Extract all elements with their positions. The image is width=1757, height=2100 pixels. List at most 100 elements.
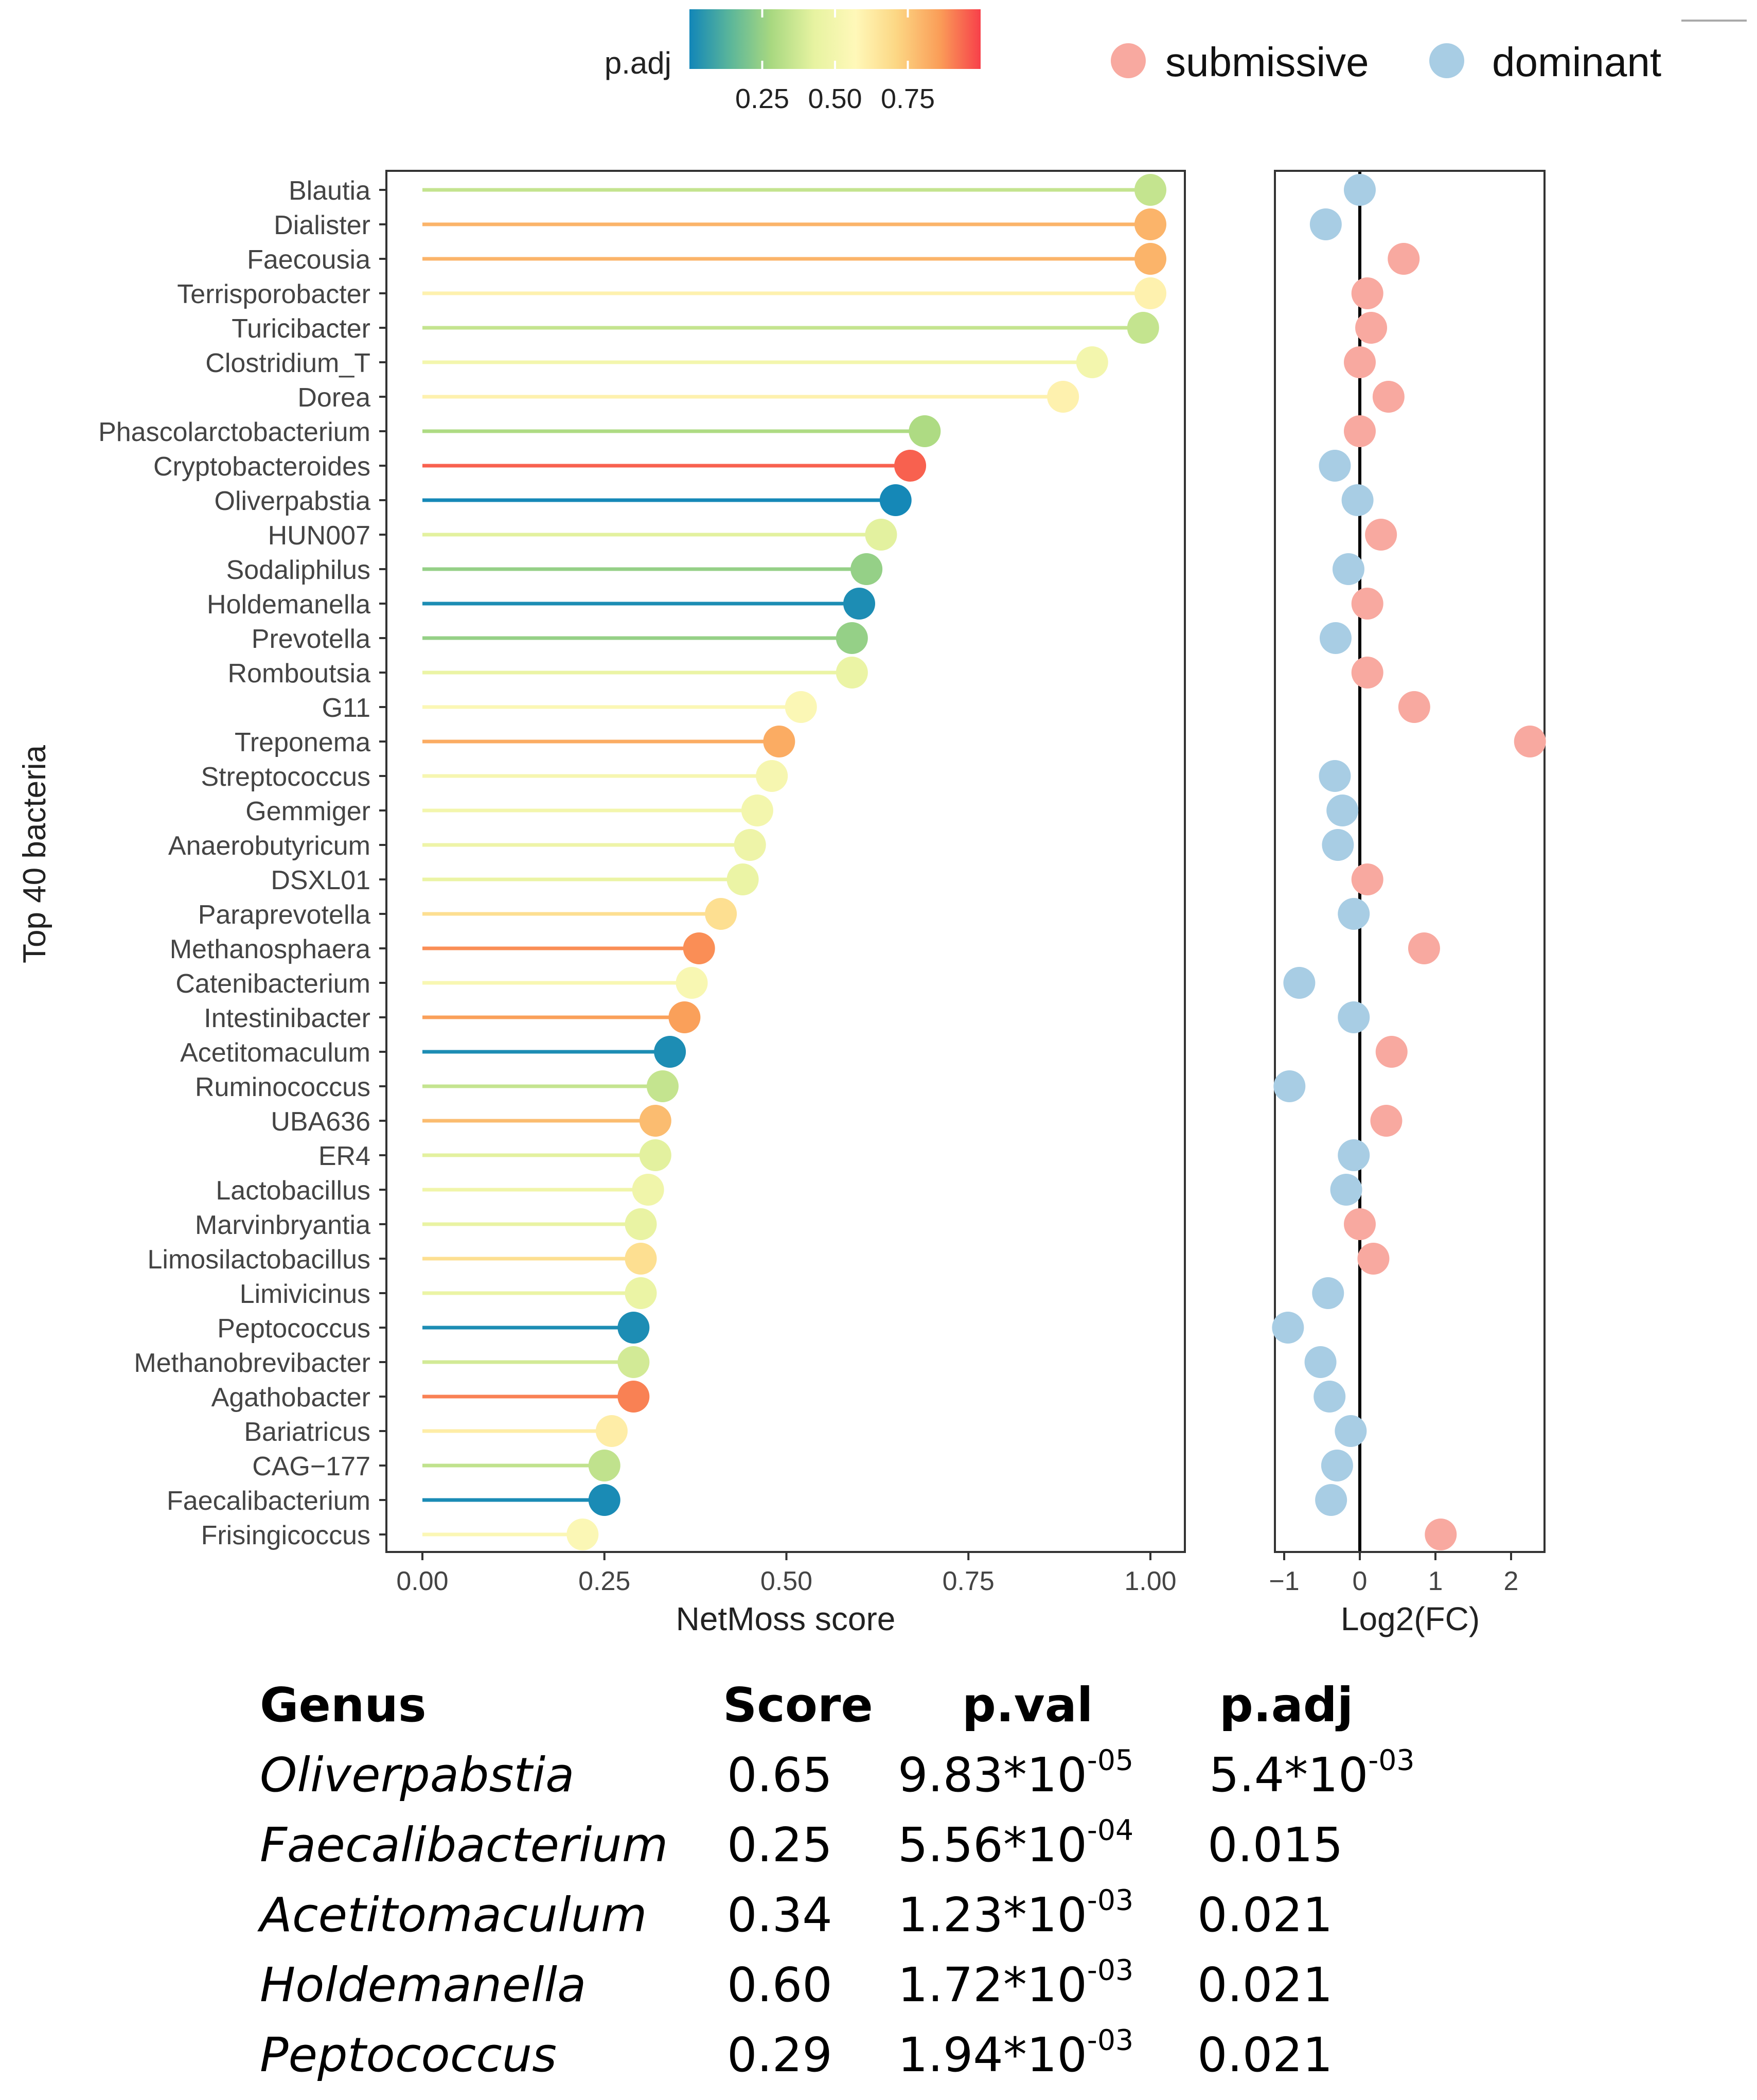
log2fc-point — [1309, 208, 1342, 240]
lollipop-point — [1047, 381, 1079, 413]
lollipop-point — [632, 1174, 664, 1206]
lollipop-point — [836, 657, 868, 689]
genus-label: Clostridium_T — [205, 348, 370, 378]
log2fc-point — [1312, 1277, 1344, 1309]
genus-label: Agathobacter — [211, 1383, 370, 1413]
lollipop-point — [625, 1243, 657, 1275]
genus-label: Anaerobutyricum — [168, 831, 370, 861]
padj-colorbar — [689, 9, 981, 69]
lollipop-point — [639, 1139, 671, 1171]
genus-label: Catenibacterium — [175, 969, 370, 999]
log2fc-point — [1344, 1208, 1376, 1240]
x-tick-label: 0.00 — [396, 1566, 448, 1596]
log2fc-point — [1370, 1105, 1403, 1137]
log2fc-point — [1372, 381, 1405, 413]
log2fc-point — [1273, 1070, 1306, 1102]
log2fc-point — [1304, 1346, 1337, 1378]
lollipop-point — [879, 484, 912, 516]
genus-label: Cryptobacteroides — [153, 452, 370, 482]
cell-pval: 1.72*10-03 — [898, 1954, 1134, 2013]
table-row: Acetitomaculum 0.34 1.23*10-03 0.021 — [260, 1884, 1443, 1957]
genus-label: HUN007 — [268, 521, 370, 551]
cell-padj: 0.021 — [1197, 1957, 1333, 2013]
log2fc-point — [1357, 1243, 1390, 1275]
genus-label: Oliverpabstia — [215, 486, 371, 516]
cell-padj: 0.015 — [1208, 1817, 1343, 1873]
genus-label: Intestinibacter — [204, 1003, 370, 1033]
log2fc-point — [1388, 243, 1420, 275]
figure: p.adj 0.25 0.50 0.75 submissive dominant T… — [17, 9, 1747, 1637]
genus-label: Streptococcus — [201, 762, 371, 792]
genus-label: Romboutsia — [228, 659, 371, 689]
log2fc-point — [1314, 1381, 1346, 1413]
colorbar-tick-label: 0.25 — [735, 83, 789, 114]
lollipop-point — [625, 1208, 657, 1240]
header-padj: p.adj — [1219, 1678, 1354, 1733]
genus-label: Prevotella — [252, 624, 370, 654]
lollipop-point — [865, 519, 897, 551]
genus-label: Turicibacter — [232, 314, 370, 344]
cell-genus: Acetitomaculum — [260, 1887, 647, 1943]
lollipop-point — [617, 1312, 650, 1344]
lollipop-point — [763, 726, 795, 757]
genus-label: Acetitomaculum — [180, 1038, 370, 1068]
x-tick-label: 1.00 — [1124, 1566, 1176, 1596]
log2fc-point — [1322, 829, 1354, 861]
genus-label: Gemmiger — [245, 797, 370, 826]
genus-label: Methanosphaera — [170, 934, 370, 964]
x-tick-label: 1 — [1428, 1566, 1443, 1596]
cell-pval: 1.23*10-03 — [898, 1884, 1134, 1943]
lollipop-point — [741, 795, 773, 826]
log2fc-point — [1338, 1139, 1370, 1171]
log2fc-point — [1315, 1484, 1347, 1516]
cell-genus: Peptococcus — [260, 2027, 557, 2083]
lollipop-point — [617, 1346, 650, 1378]
lollipop-point — [1134, 243, 1166, 275]
lollipop-panel — [385, 170, 1186, 1553]
log2fc-point — [1425, 1519, 1457, 1550]
log2fc-point — [1398, 691, 1430, 723]
lollipop-point — [836, 622, 868, 654]
lollipop-point — [843, 588, 875, 620]
x-tick-label: 0.75 — [943, 1566, 995, 1596]
genus-label: Sodaliphilus — [226, 555, 370, 585]
cell-pval: 1.94*10-03 — [898, 2024, 1134, 2083]
legend-submissive-label: submissive — [1165, 39, 1369, 85]
lollipop-point — [1134, 208, 1166, 240]
genus-label: Treponema — [235, 728, 370, 757]
log2fc-point — [1344, 346, 1376, 378]
genus-label: ER4 — [318, 1141, 370, 1171]
cell-score: 0.34 — [727, 1887, 832, 1943]
log2fc-point — [1330, 1174, 1362, 1206]
genus-label: Paraprevotella — [198, 900, 370, 930]
lollipop-point — [1134, 277, 1166, 309]
lollipop-point — [850, 553, 883, 585]
log2fc-point — [1272, 1312, 1304, 1344]
legend-submissive-dot — [1111, 43, 1146, 78]
table-row: Holdemanella 0.60 1.72*10-03 0.021 — [260, 1954, 1443, 2027]
log2fc-point — [1344, 174, 1376, 206]
genus-label: Marvinbryantia — [195, 1210, 370, 1240]
log2fc-point — [1351, 863, 1383, 895]
genus-label: Bariatricus — [244, 1417, 370, 1447]
log2fc-point — [1365, 519, 1397, 551]
x-tick-label: 0.25 — [578, 1566, 630, 1596]
lollipop-point — [668, 1001, 701, 1033]
genus-label: Dorea — [297, 383, 370, 413]
genus-label: Phascolarctobacterium — [98, 417, 370, 447]
header-genus: Genus — [260, 1678, 427, 1733]
genus-label: G11 — [322, 693, 370, 723]
cell-pval: 5.56*10-04 — [898, 1814, 1134, 1873]
cell-pval: 9.83*10-05 — [898, 1744, 1134, 1803]
table-row: Oliverpabstia 0.65 9.83*10-05 5.4*10-03 — [260, 1744, 1443, 1817]
lollipop-point — [588, 1450, 620, 1481]
lollipop-point — [756, 760, 788, 792]
header-pval: p.val — [962, 1678, 1093, 1733]
genus-labels: Blautia Dialister Faecousia Terrisporobacte… — [98, 176, 386, 1550]
genus-label: Ruminococcus — [195, 1072, 370, 1102]
log2fc-point — [1319, 760, 1351, 792]
lollipop-point — [683, 932, 715, 964]
genus-label: Limosilactobacillus — [147, 1245, 370, 1275]
lollipop-point — [595, 1415, 628, 1447]
cell-padj: 0.021 — [1197, 1887, 1333, 1943]
